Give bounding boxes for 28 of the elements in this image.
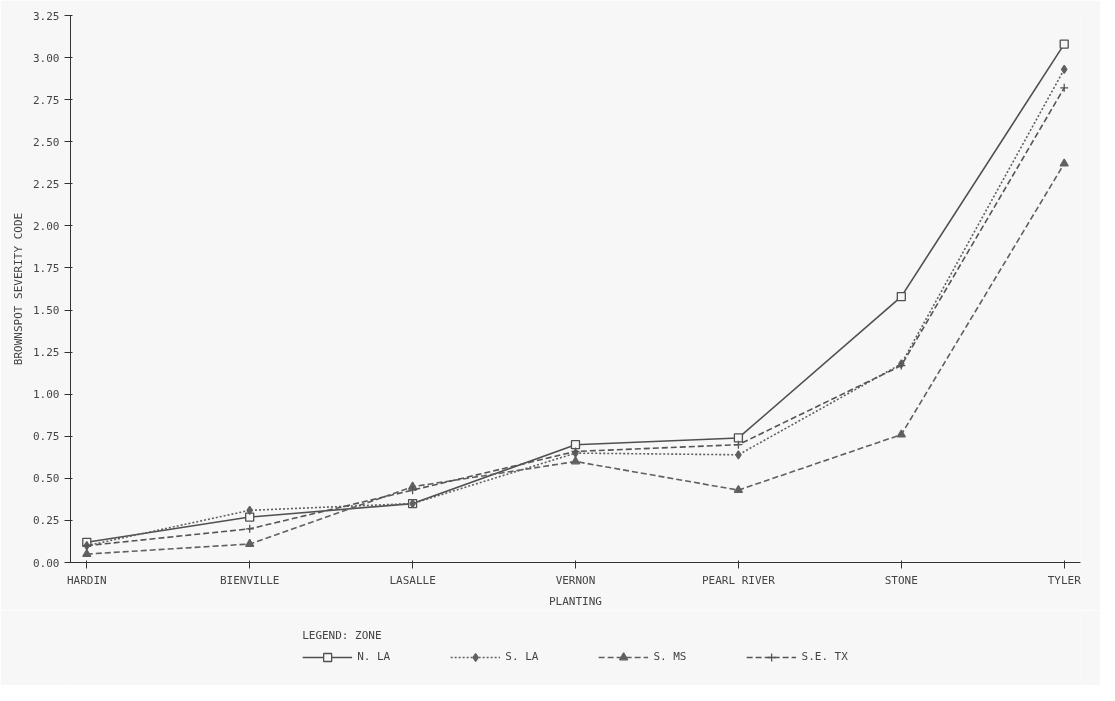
y-tick-label: 0.50 [33,472,60,486]
x-tick-label: STONE [884,573,918,587]
x-tick-label: LASALLE [389,573,436,587]
legend-label: S.E. TX [801,650,848,663]
y-tick-label: 1.25 [33,346,60,360]
y-tick-label: 3.25 [33,9,60,23]
y-axis-title: BROWNSPOT SEVERITY CODE [12,212,26,366]
y-tick-label: 0.00 [33,556,60,570]
y-tick-label: 1.50 [33,304,60,318]
x-tick-label: PEARL RIVER [701,573,776,587]
legend-title: LEGEND: ZONE [302,628,383,642]
y-tick-label: 1.00 [33,388,60,402]
x-tick-label: TYLER [1047,573,1082,587]
legend-label: S. LA [505,650,539,663]
y-tick-label: 1.75 [33,261,60,275]
x-tick-label: BIENVILLE [219,573,280,587]
x-axis-title: PLANTING [549,594,602,608]
x-tick-label: HARDIN [66,573,107,587]
y-tick-label: 0.25 [33,514,60,528]
y-tick-label: 2.75 [33,93,60,107]
legend-label: S. MS [653,650,687,663]
x-tick-label: VERNON [555,573,596,587]
y-tick-label: 2.25 [33,177,60,191]
legend-label: N. LA [357,650,391,663]
y-tick-label: 3.00 [33,51,60,65]
y-tick-label: 0.75 [33,430,60,444]
y-tick-label: 2.00 [33,219,60,233]
y-tick-label: 2.50 [33,135,60,149]
